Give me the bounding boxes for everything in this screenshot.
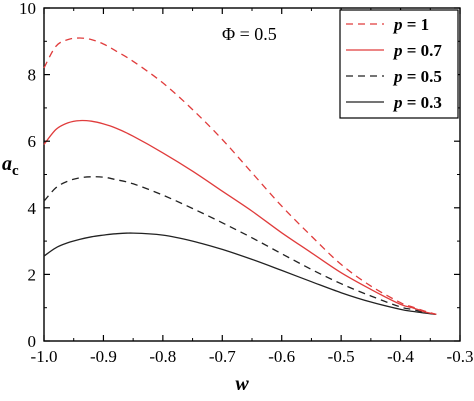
legend-box: [339, 9, 459, 119]
x-tick-label: -0.4: [387, 347, 414, 366]
series-line: [43, 176, 437, 316]
series-line: [43, 232, 437, 316]
x-tick-label: -0.9: [90, 347, 117, 366]
legend-label: p = 0.7: [392, 41, 442, 60]
legend-val: = 1: [403, 15, 430, 34]
legend-val: = 0.7: [403, 41, 443, 60]
legend-var: p: [392, 67, 403, 86]
x-axis-title: w: [235, 373, 249, 395]
y-tick-label: 6: [28, 132, 37, 151]
legend-var: p: [392, 41, 403, 60]
legend-var: p: [392, 93, 403, 112]
series-line: [43, 37, 437, 316]
y-tick-label: 8: [28, 66, 37, 85]
x-tick-label: -0.6: [268, 347, 295, 366]
legend: p = 1p = 0.7p = 0.5p = 0.3: [339, 9, 459, 119]
y-axis-title-sub: c: [12, 163, 19, 179]
legend-var: p: [392, 15, 403, 34]
y-tick-label: 4: [28, 199, 37, 218]
legend-val: = 0.5: [403, 67, 442, 86]
series-line: [43, 119, 437, 316]
y-tick-label: 0: [28, 332, 37, 351]
y-tick-label: 10: [19, 0, 36, 18]
legend-label: p = 0.5: [392, 67, 442, 86]
x-tick-label: -0.5: [328, 347, 355, 366]
y-axis-title-main: a: [2, 153, 12, 175]
x-tick-label: -0.7: [209, 347, 236, 366]
y-axis-title: ac: [2, 153, 19, 179]
x-tick-label: -0.3: [447, 347, 474, 366]
phi-annotation: Φ = 0.5: [222, 24, 277, 44]
ticks: -1.0 -0.9 -0.8 -0.7 -0.6 -0.5 -0.4 -0.3 0 2 4 6 8 10: [19, 0, 473, 366]
legend-label: p = 0.3: [392, 93, 442, 112]
series-lines: [43, 37, 437, 316]
legend-val: = 0.3: [403, 93, 442, 112]
x-tick-label: -0.8: [149, 347, 176, 366]
y-tick-label: 2: [28, 265, 37, 284]
x-tick-label: -1.0: [31, 347, 58, 366]
legend-label: p = 1: [392, 15, 429, 34]
